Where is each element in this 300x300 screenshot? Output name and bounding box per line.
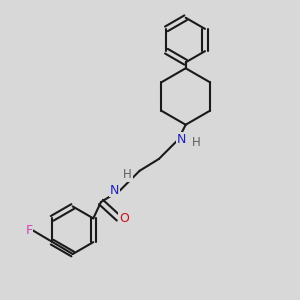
Text: H: H: [192, 136, 200, 149]
Text: N: N: [177, 133, 187, 146]
Text: N: N: [110, 184, 119, 196]
Text: H: H: [123, 168, 132, 181]
Text: O: O: [119, 212, 129, 225]
Text: F: F: [26, 224, 33, 237]
